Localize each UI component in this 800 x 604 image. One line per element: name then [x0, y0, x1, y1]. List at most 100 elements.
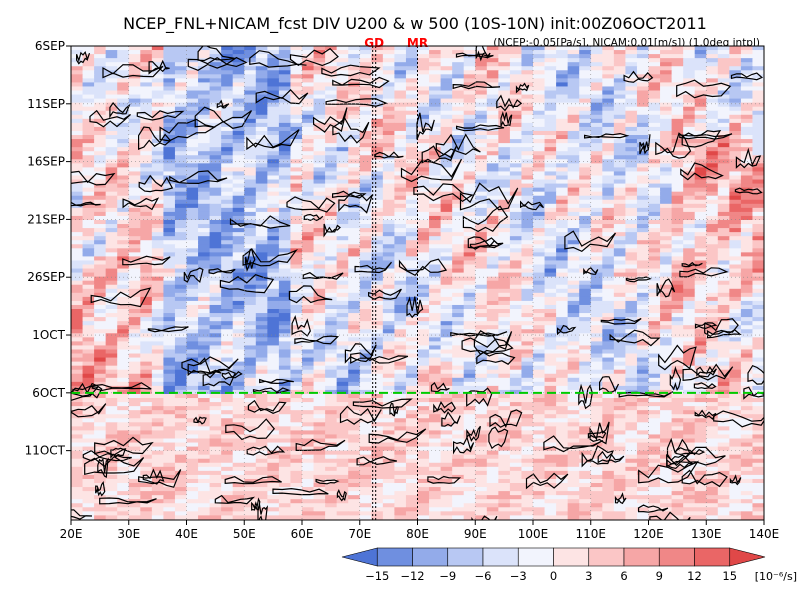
heatmap-cell: [706, 345, 719, 351]
heatmap-cell: [255, 276, 268, 282]
heatmap-cell: [221, 240, 234, 245]
heatmap-cell: [671, 260, 684, 266]
heatmap-cell: [671, 288, 684, 294]
heatmap-cell: [463, 313, 476, 318]
heatmap-cell: [602, 215, 615, 221]
heatmap-cell: [648, 183, 661, 189]
heatmap-cell: [117, 309, 130, 314]
heatmap-cell: [221, 284, 234, 290]
heatmap-cell: [394, 139, 407, 144]
heatmap-cell: [567, 94, 580, 100]
heatmap-cell: [475, 82, 488, 88]
heatmap-cell: [186, 126, 199, 132]
heatmap-cell: [486, 139, 499, 144]
heatmap-cell: [336, 171, 349, 177]
heatmap-cell: [602, 300, 615, 306]
heatmap-cell: [244, 98, 257, 104]
heatmap-cell: [452, 325, 465, 330]
heatmap-cell: [602, 151, 615, 156]
heatmap-cell: [198, 203, 211, 209]
heatmap-cell: [544, 219, 557, 225]
heatmap-cell: [163, 381, 176, 387]
heatmap-cell: [752, 256, 764, 262]
heatmap-cell: [694, 211, 707, 217]
heatmap-cell: [486, 219, 499, 225]
heatmap-cell: [221, 94, 234, 100]
heatmap-cell: [752, 211, 764, 217]
heatmap-cell: [752, 167, 764, 173]
heatmap-cell: [382, 211, 395, 217]
heatmap-cell: [278, 171, 292, 177]
heatmap-cell: [544, 147, 557, 152]
heatmap-cell: [244, 345, 257, 351]
heatmap-cell: [625, 357, 638, 363]
heatmap-cell: [660, 90, 673, 96]
heatmap-cell: [475, 365, 488, 371]
heatmap-cell: [94, 118, 107, 124]
heatmap-cell: [694, 155, 707, 160]
heatmap-cell: [209, 244, 222, 249]
heatmap-cell: [544, 377, 557, 383]
heatmap-cell: [579, 70, 592, 75]
heatmap-cell: [533, 46, 546, 51]
heatmap-cell: [267, 341, 280, 347]
heatmap-cell: [486, 179, 499, 185]
heatmap-cell: [232, 309, 245, 314]
heatmap-cell: [567, 215, 580, 221]
heatmap-cell: [174, 207, 188, 213]
heatmap-cell: [533, 191, 546, 197]
heatmap-cell: [417, 244, 430, 249]
heatmap-cell: [186, 147, 199, 152]
heatmap-cell: [278, 102, 292, 108]
heatmap-cell: [394, 276, 407, 282]
heatmap-cell: [452, 207, 465, 213]
heatmap-cell: [302, 248, 315, 253]
heatmap-cell: [752, 224, 764, 229]
heatmap-cell: [533, 139, 546, 144]
heatmap-cell: [740, 224, 754, 229]
heatmap-cell: [290, 118, 303, 124]
heatmap-cell: [117, 54, 130, 59]
heatmap-cell: [706, 248, 719, 253]
heatmap-cell: [613, 167, 626, 173]
heatmap-cell: [163, 203, 176, 209]
heatmap-cell: [694, 228, 707, 233]
heatmap-cell: [544, 333, 557, 338]
heatmap-cell: [82, 272, 95, 278]
heatmap-cell: [151, 46, 164, 51]
heatmap-cell: [648, 151, 661, 156]
heatmap-cell: [417, 203, 430, 209]
heatmap-cell: [636, 232, 650, 237]
heatmap-cell: [556, 98, 569, 104]
heatmap-cell: [729, 46, 742, 51]
heatmap-cell: [278, 264, 292, 270]
heatmap-cell: [706, 264, 719, 270]
heatmap-cell: [602, 130, 615, 136]
heatmap-cell: [267, 86, 280, 92]
heatmap-cell: [186, 219, 199, 225]
heatmap-cell: [405, 357, 419, 363]
heatmap-cell: [579, 296, 592, 302]
heatmap-cell: [590, 341, 603, 347]
heatmap-cell: [556, 207, 569, 213]
heatmap-cell: [371, 159, 384, 164]
heatmap-cell: [140, 268, 153, 274]
heatmap-cell: [302, 126, 315, 132]
heatmap-cell: [105, 151, 118, 156]
heatmap-cell: [694, 122, 707, 128]
heatmap-cell: [267, 325, 280, 330]
heatmap-cell: [244, 171, 257, 177]
heatmap-cell: [163, 268, 176, 274]
heatmap-cell: [648, 357, 661, 363]
heatmap-cell: [117, 280, 130, 286]
heatmap-cell: [590, 70, 603, 75]
heatmap-cell: [486, 361, 499, 367]
heatmap-cell: [105, 122, 118, 128]
heatmap-cell: [717, 377, 730, 383]
heatmap-cell: [706, 377, 719, 383]
heatmap-cell: [660, 126, 673, 132]
heatmap-cell: [371, 46, 384, 51]
heatmap-cell: [221, 329, 234, 334]
heatmap-cell: [371, 333, 384, 338]
heatmap-cell: [359, 256, 372, 262]
